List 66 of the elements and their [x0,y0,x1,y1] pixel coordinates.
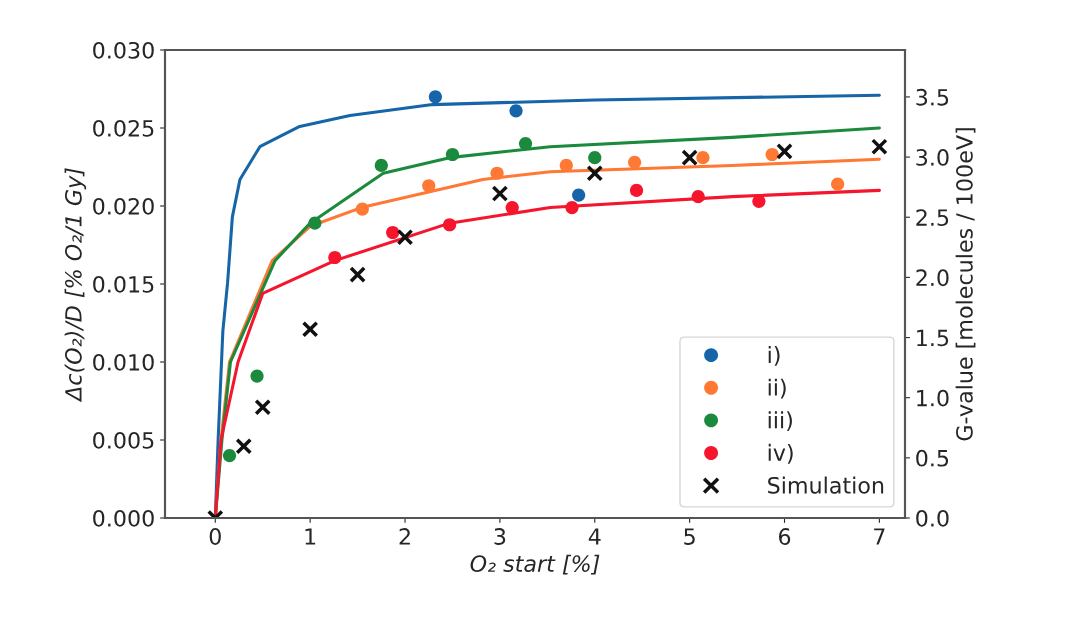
point [386,225,400,240]
point [572,188,586,202]
point [301,320,319,338]
point [374,158,388,173]
point [490,166,504,180]
point [428,90,442,104]
point [681,149,698,166]
y-tick-label: 0.030 [93,41,154,59]
y2-tick-label: 2.5 [916,209,949,226]
point [328,250,342,265]
point [222,449,237,463]
legend-label: i) [768,346,780,366]
legend-label: iv) [768,443,793,464]
point [505,200,519,215]
x-tick-label: 5 [684,528,695,545]
y-tick-label: 0.010 [93,353,154,371]
point [254,398,272,416]
y2-tick-label: 1.5 [917,329,949,347]
point [518,137,533,151]
point [765,147,779,162]
y-tick-label: 0.025 [93,119,154,137]
y-tick-label: 0.000 [93,509,154,527]
point [445,147,460,162]
point [355,202,369,216]
point [565,200,579,215]
point [443,218,457,232]
y2-tick-label: 2.0 [916,269,949,287]
point [422,179,436,193]
point [696,151,710,165]
x-axis-title: O₂ start [%] [470,554,600,575]
y2-tick-label: 0.5 [916,449,949,467]
point [491,185,509,202]
y2-tick-label: 1.0 [917,389,949,407]
point [588,151,602,165]
y2-tick-label: 0.0 [916,509,949,527]
point [831,177,845,191]
y-tick-label: 0.015 [93,275,154,293]
y2-axis-title: G-value [molecules / 100eV] [955,128,976,441]
y2-tick-label: 3.0 [916,149,949,166]
point [509,104,523,118]
point [396,228,414,246]
x-tick-label: 6 [779,528,791,545]
legend-label: Simulation [768,476,884,494]
x-tick-label: 7 [874,528,885,545]
point [871,138,888,156]
x-tick-label: 2 [399,528,410,545]
point [308,216,322,230]
y-tick-label: 0.005 [93,431,154,449]
x-tick-label: 3 [494,528,506,545]
y-tick-label: 0.020 [93,197,154,215]
point [250,369,264,383]
point [752,194,766,208]
point [628,155,642,169]
x-tick-label: 1 [305,528,316,545]
point [349,266,366,283]
point [586,164,604,182]
point [776,143,793,160]
point [235,437,253,455]
point [691,190,705,204]
legend-label: iii) [768,411,792,432]
x-tick-label: 4 [588,528,601,545]
legend-label: ii) [768,378,786,399]
point [629,183,644,197]
y-axis-title: Δc(O₂)/D [% O₂/1 Gy] [64,168,87,403]
x-tick-label: 0 [209,528,221,545]
y2-tick-label: 3.5 [916,88,949,106]
